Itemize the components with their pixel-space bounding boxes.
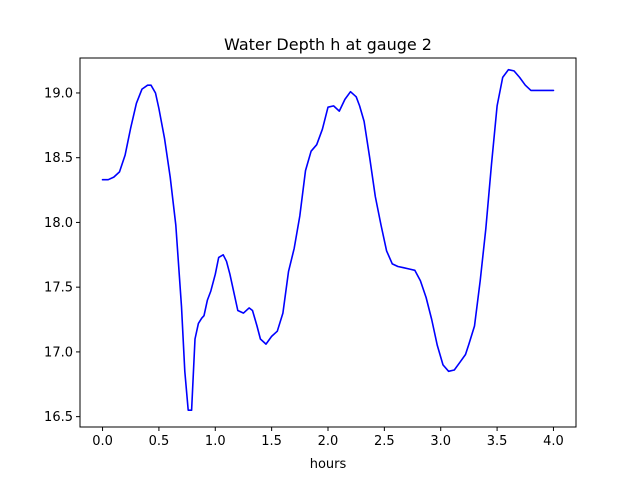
x-axis-label: hours xyxy=(310,457,347,472)
x-tick-label: 1.0 xyxy=(205,434,226,449)
x-tick-label: 2.0 xyxy=(318,434,339,449)
axes-frame xyxy=(79,57,577,428)
y-tick-label: 19.0 xyxy=(44,86,73,101)
y-tick-label: 16.5 xyxy=(44,410,73,425)
y-tick-label: 18.0 xyxy=(44,216,73,231)
x-tick-label: 3.0 xyxy=(430,434,451,449)
plot-area xyxy=(80,58,576,427)
y-tick-label: 17.5 xyxy=(44,281,73,296)
x-tick-label: 2.5 xyxy=(374,434,395,449)
series-layer xyxy=(101,68,555,412)
x-tick-label: 0.0 xyxy=(92,434,113,449)
series-line-0 xyxy=(101,68,555,412)
y-tick-label: 17.0 xyxy=(44,345,73,360)
chart-title: Water Depth h at gauge 2 xyxy=(224,35,432,54)
x-tick-label: 4.0 xyxy=(543,434,564,449)
x-tick-label: 0.5 xyxy=(149,434,170,449)
y-axis: 16.5 17.0 17.5 18.0 18.5 19.0 xyxy=(44,86,80,425)
x-tick-label: 1.5 xyxy=(261,434,282,449)
x-axis: 0.0 0.5 1.0 1.5 2.0 2.5 3.0 3.5 4.0 xyxy=(92,427,564,449)
y-tick-label: 18.5 xyxy=(44,151,73,166)
x-tick-label: 3.5 xyxy=(487,434,508,449)
